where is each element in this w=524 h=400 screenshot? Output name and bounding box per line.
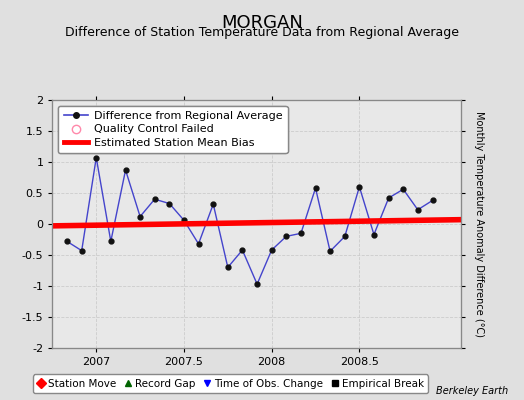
- Y-axis label: Monthly Temperature Anomaly Difference (°C): Monthly Temperature Anomaly Difference (…: [474, 111, 484, 337]
- Text: Berkeley Earth: Berkeley Earth: [436, 386, 508, 396]
- Text: MORGAN: MORGAN: [221, 14, 303, 32]
- Legend: Difference from Regional Average, Quality Control Failed, Estimated Station Mean: Difference from Regional Average, Qualit…: [58, 106, 288, 153]
- Text: Difference of Station Temperature Data from Regional Average: Difference of Station Temperature Data f…: [65, 26, 459, 39]
- Legend: Station Move, Record Gap, Time of Obs. Change, Empirical Break: Station Move, Record Gap, Time of Obs. C…: [32, 374, 429, 393]
